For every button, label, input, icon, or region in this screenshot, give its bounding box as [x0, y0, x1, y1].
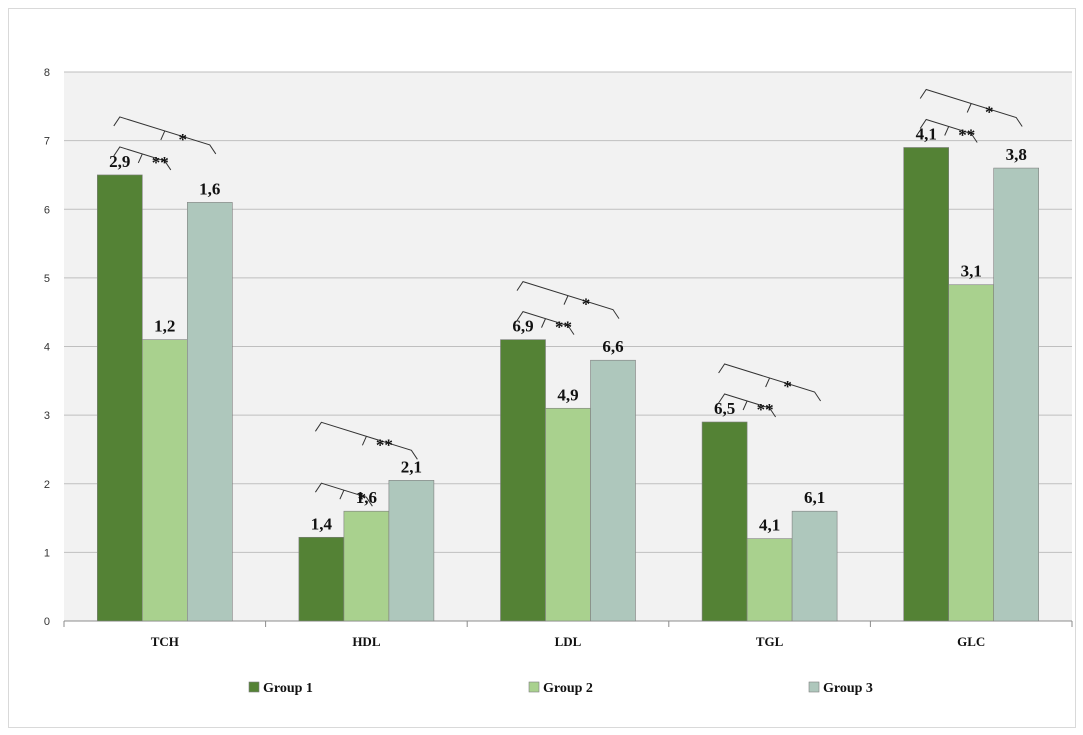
bar-ldl-group-2 — [545, 407, 591, 622]
data-label-hdl-group-3: 2,1 — [401, 457, 422, 476]
bar-tch-group-2 — [142, 339, 188, 622]
significance-mark-tch-g1-g3: * — [179, 130, 188, 149]
significance-bracket-hdl-g1-g3 — [314, 421, 418, 460]
y-tick-label-2: 2 — [44, 479, 50, 491]
significance-bracket-tch-g1-g3 — [113, 116, 217, 155]
legend-swatch-group-1 — [248, 681, 260, 693]
data-label-glc-group-1: 4,1 — [916, 124, 937, 143]
significance-mark-tch-g1-g2: ** — [152, 153, 169, 172]
y-tick-label-0: 0 — [44, 616, 50, 628]
bar-glc-group-2 — [948, 284, 995, 622]
bar-tgl-group-2 — [746, 538, 793, 622]
significance-mark-ldl-g1-g2: ** — [555, 318, 572, 337]
y-tick-label-6: 6 — [44, 204, 50, 216]
data-label-tch-group-1: 2,9 — [109, 152, 130, 171]
bar-chart: 012345678TCH2,91,21,6HDL1,41,62,1LDL6,94… — [44, 67, 1073, 696]
significance-mark-tgl-g1-g3: * — [783, 377, 792, 396]
legend-label-group-2: Group 2 — [543, 681, 593, 696]
bar-ldl-group-3 — [590, 359, 636, 622]
chart-frame: 0 1 2 3 4 5 6 7 8 TCH 2,9 1,2 1,6 HDL 1,4 1,6 2,1 LDL 6,9 4… — [8, 8, 1076, 728]
bar-hdl-group-2 — [343, 510, 390, 622]
significance-bracket-glc-g1-g3 — [919, 88, 1023, 127]
significance-bracket-tgl-g1-g2 — [718, 393, 777, 418]
significance-mark-hdl-g1-g3: ** — [376, 435, 393, 454]
data-label-tch-group-2: 1,2 — [154, 317, 175, 336]
category-label-tgl: TGL — [756, 634, 784, 649]
significance-mark-tgl-g1-g2: ** — [757, 400, 774, 419]
data-label-tgl-group-2: 4,1 — [759, 516, 780, 535]
category-label-hdl: HDL — [352, 634, 381, 649]
data-label-glc-group-3: 3,8 — [1006, 145, 1027, 164]
bar-glc-group-3 — [993, 167, 1040, 622]
data-label-tch-group-3: 1,6 — [199, 179, 220, 198]
data-label-ldl-group-1: 6,9 — [512, 317, 533, 336]
y-tick-label-3: 3 — [44, 410, 50, 422]
y-tick-label-5: 5 — [44, 273, 50, 285]
significance-mark-glc-g1-g3: * — [985, 102, 994, 121]
data-label-tgl-group-1: 6,5 — [714, 399, 735, 418]
y-tick-label-4: 4 — [44, 342, 50, 354]
legend-label-group-1: Group 1 — [263, 681, 313, 696]
significance-bracket-ldl-g1-g3 — [516, 281, 620, 319]
significance-bracket-tch-g1-g2 — [113, 146, 172, 171]
significance-bracket-hdl-g1-g2 — [314, 482, 373, 507]
category-label-tch: TCH — [151, 634, 179, 649]
significance-mark-ldl-g1-g3: * — [582, 295, 591, 314]
y-tick-label-1: 1 — [44, 547, 50, 559]
significance-bracket-glc-g1-g2 — [919, 118, 978, 143]
legend-swatch-group-2 — [528, 681, 540, 693]
bar-ldl-group-1 — [500, 339, 546, 622]
legend-swatch-group-3 — [808, 681, 820, 693]
legend-label-group-3: Group 3 — [823, 681, 873, 696]
bar-hdl-group-1 — [298, 536, 345, 622]
y-tick-label-7: 7 — [44, 136, 50, 148]
significance-mark-glc-g1-g2: ** — [958, 125, 975, 144]
y-tick-label-8: 8 — [44, 67, 50, 79]
data-label-ldl-group-3: 6,6 — [602, 337, 623, 356]
bar-tch-group-3 — [187, 202, 233, 622]
significance-bracket-tgl-g1-g3 — [718, 363, 822, 402]
significance-mark-hdl-g1-g2: * — [358, 489, 367, 508]
bar-hdl-group-3 — [388, 480, 435, 622]
category-label-glc: GLC — [957, 634, 985, 649]
data-label-tgl-group-3: 6,1 — [804, 488, 825, 507]
data-label-ldl-group-2: 4,9 — [557, 385, 578, 404]
significance-bracket-ldl-g1-g2 — [516, 311, 575, 335]
bar-tch-group-1 — [97, 174, 143, 622]
bar-tgl-group-3 — [791, 510, 838, 622]
bar-glc-group-1 — [903, 147, 950, 622]
data-label-glc-group-2: 3,1 — [961, 262, 982, 281]
bar-tgl-group-1 — [701, 421, 748, 622]
category-label-ldl: LDL — [555, 634, 582, 649]
data-label-hdl-group-1: 1,4 — [311, 514, 333, 533]
